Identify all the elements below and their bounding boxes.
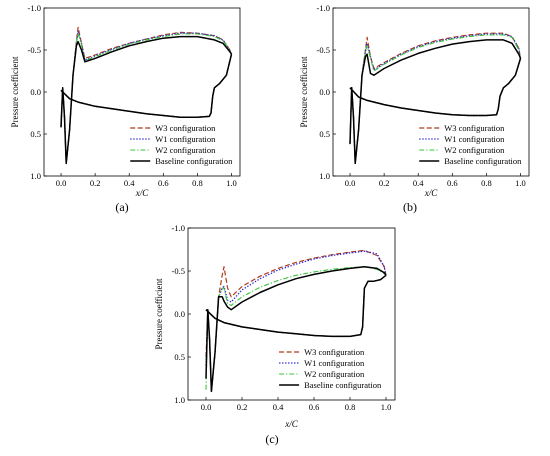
x-axis-label: x/C — [135, 188, 149, 198]
y-tick-label: 1.0 — [319, 171, 330, 181]
legend-entry-w3: W3 configuration — [304, 347, 365, 357]
panel-label: (a) — [115, 200, 128, 214]
series-line-w3-lower — [349, 58, 522, 117]
x-tick-label: 0.8 — [481, 178, 492, 188]
series-line-baseline-lower — [60, 54, 233, 118]
series-line-baseline-lower — [205, 274, 387, 338]
series-line-w2-lower — [60, 54, 233, 118]
y-tick-label: 0.5 — [30, 129, 41, 139]
y-tick-label: 0.5 — [174, 352, 185, 362]
x-tick-label: 0.6 — [447, 178, 458, 188]
legend-entry-baseline: Baseline configuration — [155, 156, 233, 166]
series-line-baseline-lower — [349, 58, 522, 117]
x-tick-label: 0.8 — [192, 178, 203, 188]
series-line-baseline-upper — [60, 35, 233, 165]
y-tick-label: -0.5 — [172, 266, 185, 276]
series-line-w1-lower — [205, 274, 387, 338]
series-line-w1-lower — [349, 58, 522, 117]
legend-entry-w1: W1 configuration — [444, 134, 505, 144]
legend-entry-baseline: Baseline configuration — [444, 156, 522, 166]
legend-entry-baseline: Baseline configuration — [304, 380, 382, 390]
y-tick-label: 1.0 — [174, 395, 185, 405]
y-tick-label: 0.0 — [174, 309, 185, 319]
legend-entry-w2: W2 configuration — [155, 145, 216, 155]
series-line-w2-lower — [205, 274, 387, 337]
legend-entry-w2: W2 configuration — [304, 369, 365, 379]
x-tick-label: 0.4 — [413, 178, 424, 188]
chart-panel-b: 0.0 0.2 0.4 0.6 0.8 1.0 -1.0 -0.5 0.0 0.5 1.0 x/C Pr… — [299, 3, 530, 214]
x-tick-label: 0.0 — [56, 178, 67, 188]
series-line-w3-upper — [60, 26, 233, 164]
y-tick-label: -1.0 — [172, 223, 185, 233]
panel-label: (b) — [403, 200, 417, 214]
series-line-w3-lower — [205, 274, 387, 337]
x-tick-label: 0.4 — [273, 402, 284, 412]
series-line-w3-lower — [60, 54, 233, 118]
series-line-w2-upper — [349, 34, 522, 164]
series-line-w1-lower — [60, 54, 233, 118]
x-tick-label: 0.2 — [237, 402, 248, 412]
y-tick-label: 1.0 — [30, 171, 41, 181]
series-line-baseline-upper — [349, 39, 522, 165]
series-line-w3-upper — [349, 32, 522, 164]
chart-panel-a: 0.0 0.2 0.4 0.6 0.8 1.0 -1.0 -0.5 0.0 0.5 1.0 x/C Pr… — [10, 3, 241, 214]
x-tick-label: 0.6 — [309, 402, 320, 412]
chart-panel-c: 0.0 0.2 0.4 0.6 0.8 1.0 -1.0 -0.5 0.0 0.5 1.0 x/C Pr… — [154, 223, 396, 446]
series-line-w2-lower — [349, 58, 522, 117]
x-tick-label: 1.0 — [515, 178, 526, 188]
y-tick-label: 0.0 — [30, 87, 41, 97]
x-tick-label: 0.8 — [345, 402, 356, 412]
x-tick-label: 0.2 — [379, 178, 390, 188]
y-tick-label: -1.0 — [28, 3, 41, 13]
x-tick-label: 1.0 — [381, 402, 392, 412]
legend-entry-w1: W1 configuration — [304, 358, 365, 368]
legend-entry-w3: W3 configuration — [155, 123, 216, 133]
y-axis-label: Pressure coefficient — [299, 56, 309, 128]
y-tick-label: -0.5 — [317, 45, 330, 55]
x-tick-label: 0.4 — [124, 178, 135, 188]
y-axis-label: Pressure coefficient — [154, 278, 164, 350]
x-axis-label: x/C — [284, 419, 298, 429]
x-tick-label: 0.6 — [158, 178, 169, 188]
y-tick-label: 0.5 — [319, 129, 330, 139]
y-axis-label: Pressure coefficient — [10, 56, 20, 128]
y-tick-label: -1.0 — [317, 3, 330, 13]
x-axis-label: x/C — [424, 188, 438, 198]
y-tick-label: -0.5 — [28, 45, 41, 55]
series-line-baseline-upper — [205, 265, 387, 393]
panel-label: (c) — [265, 432, 278, 446]
legend-entry-w1: W1 configuration — [155, 134, 216, 144]
x-tick-label: 0.0 — [345, 178, 356, 188]
legend-entry-w3: W3 configuration — [444, 123, 505, 133]
x-tick-label: 1.0 — [226, 178, 237, 188]
y-tick-label: 0.0 — [319, 87, 330, 97]
x-tick-label: 0.0 — [201, 402, 212, 412]
legend-entry-w2: W2 configuration — [444, 145, 505, 155]
x-tick-label: 0.2 — [90, 178, 101, 188]
